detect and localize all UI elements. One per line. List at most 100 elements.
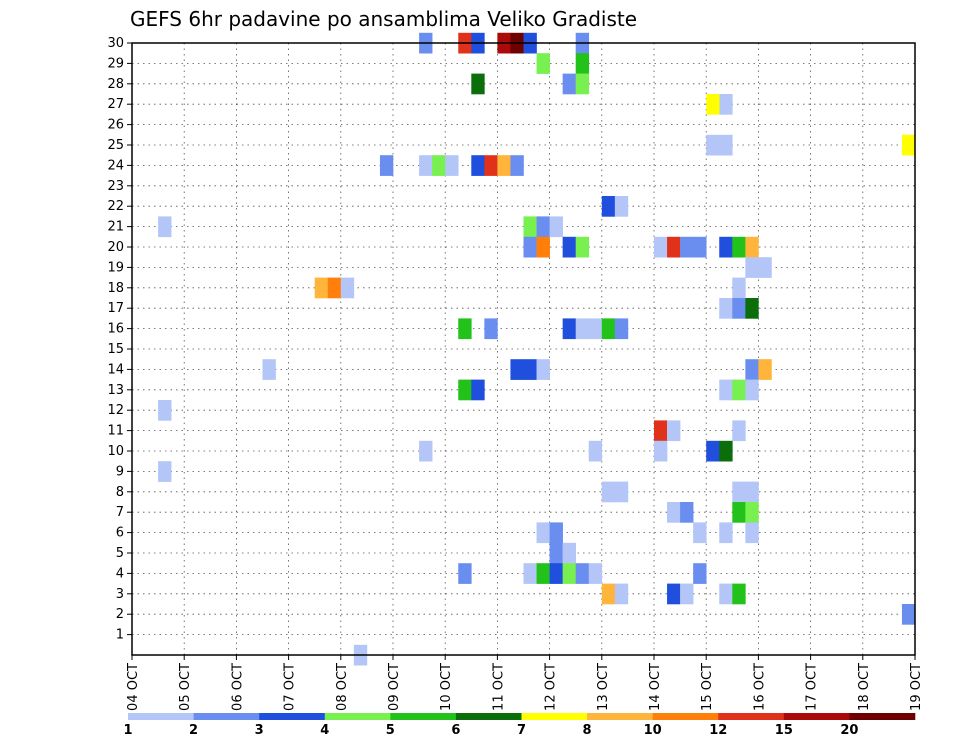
y-tick-label: 7 bbox=[116, 505, 124, 520]
precip-cell bbox=[693, 522, 707, 544]
precip-cell bbox=[745, 257, 759, 278]
y-tick-label: 18 bbox=[107, 281, 124, 296]
x-tick-label: 14 OCT bbox=[648, 663, 663, 711]
y-tick-label: 6 bbox=[116, 526, 124, 541]
precip-cell bbox=[732, 583, 746, 605]
y-tick-label: 29 bbox=[107, 56, 124, 71]
precip-cell bbox=[680, 236, 694, 258]
precip-cell bbox=[562, 542, 576, 564]
precip-cell bbox=[484, 155, 498, 176]
precip-cell bbox=[719, 440, 733, 462]
y-tick-label: 1 bbox=[116, 628, 124, 643]
precip-cell bbox=[680, 502, 694, 523]
precip-cell bbox=[693, 236, 707, 258]
precip-cell bbox=[523, 236, 537, 258]
colorbar-swatch bbox=[455, 713, 522, 720]
precip-cell bbox=[471, 73, 485, 95]
precip-cell bbox=[601, 481, 616, 503]
precip-cell bbox=[471, 155, 485, 176]
colorbar-label: 5 bbox=[386, 723, 395, 738]
y-tick-label: 21 bbox=[107, 220, 124, 235]
precip-cell bbox=[562, 563, 576, 584]
precip-cell bbox=[719, 298, 733, 319]
colorbar-label: 7 bbox=[517, 723, 526, 738]
precip-cell bbox=[575, 53, 590, 74]
y-tick-label: 30 bbox=[107, 36, 124, 51]
precip-cell bbox=[575, 73, 590, 95]
precip-cell bbox=[575, 318, 590, 340]
precip-cell bbox=[745, 379, 759, 401]
precip-cell bbox=[719, 379, 733, 401]
precip-cell bbox=[719, 236, 733, 258]
precip-cell bbox=[445, 155, 459, 176]
precip-cell bbox=[458, 379, 472, 401]
precip-cell bbox=[588, 563, 603, 584]
precip-cell bbox=[614, 196, 629, 217]
x-tick-label: 11 OCT bbox=[491, 663, 506, 711]
y-tick-label: 19 bbox=[107, 260, 124, 275]
precip-cell bbox=[419, 155, 433, 176]
precip-cell bbox=[614, 318, 629, 340]
precip-cell bbox=[901, 134, 916, 156]
colorbar-swatch bbox=[521, 713, 588, 720]
precip-cell bbox=[745, 522, 759, 544]
precip-cell bbox=[510, 359, 524, 380]
colorbar-swatch bbox=[324, 713, 391, 720]
x-tick-label: 19 OCT bbox=[909, 663, 924, 711]
x-tick-label: 09 OCT bbox=[387, 663, 402, 711]
colorbar-swatch bbox=[783, 713, 850, 720]
precip-cell bbox=[719, 522, 733, 544]
precip-cell bbox=[562, 73, 576, 95]
y-tick-label: 14 bbox=[107, 362, 124, 377]
precip-cell bbox=[732, 420, 746, 442]
precip-cell bbox=[667, 502, 681, 523]
precip-cell bbox=[536, 522, 550, 544]
precip-cell bbox=[536, 53, 550, 74]
precip-cell bbox=[484, 318, 498, 340]
colorbar-swatch bbox=[193, 713, 260, 720]
precip-cell bbox=[536, 563, 550, 584]
x-tick-label: 16 OCT bbox=[752, 663, 767, 711]
colorbar-swatch bbox=[849, 713, 916, 720]
precip-cell bbox=[549, 542, 563, 564]
precip-cell bbox=[158, 400, 172, 421]
precip-cell bbox=[562, 318, 576, 340]
x-tick-label: 15 OCT bbox=[700, 663, 715, 711]
precip-cell bbox=[536, 359, 550, 380]
precip-cell bbox=[158, 461, 172, 482]
y-tick-label: 20 bbox=[107, 240, 124, 255]
precip-cell bbox=[732, 502, 746, 523]
y-tick-label: 9 bbox=[116, 464, 124, 479]
x-tick-label: 04 OCT bbox=[126, 663, 141, 711]
precip-cell bbox=[745, 359, 759, 380]
precip-cell bbox=[601, 196, 616, 217]
colorbar-swatch bbox=[652, 713, 719, 720]
y-tick-label: 15 bbox=[107, 342, 124, 357]
precip-cell bbox=[667, 420, 681, 442]
precip-cell bbox=[536, 236, 550, 258]
precip-cell bbox=[667, 583, 681, 605]
y-axis-ticks: 1234567891011121314151617181920212223242… bbox=[107, 36, 132, 643]
colorbar-label: 1 bbox=[123, 723, 132, 738]
x-tick-label: 10 OCT bbox=[439, 663, 454, 711]
y-tick-label: 4 bbox=[116, 566, 124, 581]
precip-cell bbox=[549, 216, 563, 238]
precip-cell bbox=[158, 216, 172, 238]
precip-cell bbox=[523, 216, 537, 238]
precip-cell bbox=[262, 359, 276, 380]
colorbar-label: 3 bbox=[255, 723, 264, 738]
colorbar-label: 4 bbox=[320, 723, 329, 738]
y-tick-label: 16 bbox=[107, 322, 124, 337]
y-tick-label: 3 bbox=[116, 587, 124, 602]
colorbar-swatch bbox=[390, 713, 457, 720]
x-axis-ticks: 04 OCT 05 OCT 06 OCT 07 OCT 08 OCT 09 OCT 10 O… bbox=[126, 655, 924, 711]
precip-cell bbox=[706, 134, 720, 156]
x-tick-label: 17 OCT bbox=[805, 663, 820, 711]
x-tick-label: 05 OCT bbox=[178, 663, 193, 711]
y-tick-label: 24 bbox=[107, 158, 124, 173]
precip-cell bbox=[732, 298, 746, 319]
y-tick-label: 2 bbox=[116, 607, 124, 622]
colorbar-label: 2 bbox=[189, 723, 198, 738]
precip-cell bbox=[458, 318, 472, 340]
